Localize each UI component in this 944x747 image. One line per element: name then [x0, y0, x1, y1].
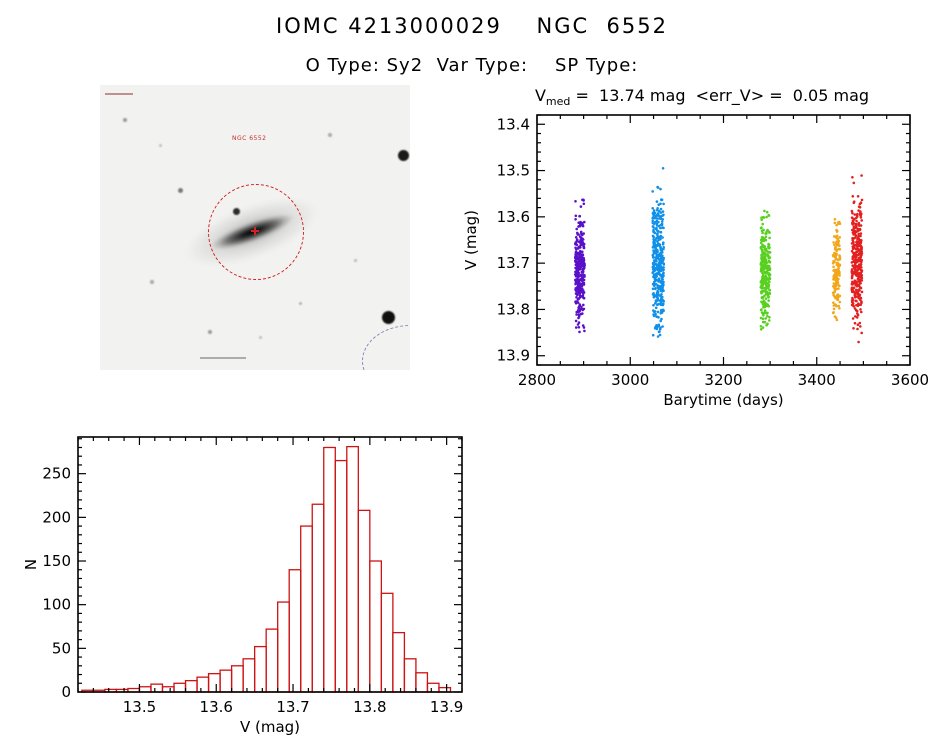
histogram-bar [288, 569, 302, 693]
histogram-bar [426, 682, 440, 693]
lightcurve-plot: 2800 3000 3200 3400 3600 13.4 13.5 13.6 13.7 13.8… [462, 114, 930, 409]
histogram-bar [219, 669, 233, 693]
lightcurve-title-text: = 13.74 mag <err_V> = 0.05 mag [570, 86, 870, 105]
lightcurve-tick-labels: 2800 3000 3200 3400 3600 13.4 13.5 13.6 13.7 13.8… [497, 115, 930, 389]
histogram-plot: 13.5 13.6 13.7 13.8 13.9 0 50 100 150 200 250 V (ma… [22, 436, 463, 736]
histogram-bar [277, 601, 290, 693]
histogram-bar [196, 676, 210, 693]
y-tick-label: 13.7 [497, 254, 530, 272]
vmed-symbol: V [534, 86, 546, 105]
x-tick-label: 13.6 [200, 698, 233, 716]
histogram-bar [346, 445, 359, 693]
x-tick-label: 13.8 [353, 698, 386, 716]
lightcurve-axes [536, 114, 911, 366]
x-tick-label: 2800 [518, 371, 556, 389]
vmed-subscript: med [545, 95, 571, 109]
star [208, 330, 212, 334]
histogram-bar [230, 665, 244, 693]
histogram-ylabel: N [22, 559, 40, 570]
x-tick-label: 13.9 [430, 698, 463, 716]
x-tick-label: 13.7 [276, 698, 309, 716]
star [298, 301, 302, 305]
histogram-tick-labels: 13.5 13.6 13.7 13.8 13.9 0 50 100 150 200 250 [42, 465, 463, 716]
y-tick-label: 13.5 [497, 162, 530, 180]
histogram-bar [415, 672, 429, 693]
histogram-bar [150, 683, 164, 693]
image-annotation-bottom [200, 357, 246, 359]
y-tick-label: 250 [42, 465, 71, 483]
cluster-epoch-3 [759, 209, 772, 331]
histogram-bar [184, 679, 198, 693]
sky-target-label: NGC 6552 [232, 135, 267, 142]
cluster-epoch-2 [651, 167, 666, 338]
cluster-epoch-5 [850, 174, 864, 344]
boundary-arc [362, 325, 410, 370]
x-tick-label: 3000 [611, 371, 649, 389]
star [177, 187, 183, 193]
cluster-epoch-1 [573, 198, 586, 334]
histogram-bar [392, 631, 406, 693]
star [381, 310, 395, 324]
y-tick-label: 13.9 [497, 347, 530, 365]
star [328, 133, 332, 137]
cluster-epoch-4 [831, 218, 842, 322]
lightcurve-xlabel: Barytime (days) [663, 391, 783, 409]
y-tick-label: 13.8 [497, 300, 530, 318]
lightcurve-ylabel: V (mag) [462, 210, 480, 270]
histogram-bar [242, 658, 256, 693]
star [397, 149, 409, 161]
histogram-bar [300, 525, 313, 693]
y-tick-label: 100 [42, 596, 71, 614]
star [353, 258, 357, 262]
target-center-marker [251, 227, 259, 235]
star [232, 207, 240, 215]
histogram-bar [265, 628, 279, 693]
y-tick-label: 50 [52, 639, 71, 657]
histogram-axes [77, 436, 463, 693]
histogram-bar [369, 560, 383, 693]
x-tick-label: 3400 [798, 371, 836, 389]
lightcurve-title: Vmed = 13.74 mag <err_V> = 0.05 mag [460, 86, 944, 108]
star [150, 280, 154, 284]
histogram-bar [323, 446, 336, 693]
y-tick-label: 13.4 [497, 115, 530, 133]
x-tick-label: 3600 [891, 371, 929, 389]
histogram-bar [253, 645, 267, 693]
histogram-bar [311, 503, 325, 693]
histogram-bar [173, 682, 187, 693]
y-tick-label: 150 [42, 552, 71, 570]
lightcurve-points [573, 167, 864, 344]
histogram-bar [207, 673, 221, 693]
histogram-bar [357, 509, 371, 693]
photometric-aperture-circle [208, 184, 304, 280]
y-tick-label: 13.6 [497, 208, 530, 226]
star [158, 143, 162, 147]
histogram-bar [403, 658, 417, 693]
page-subtitle: O Type: Sy2 Var Type: SP Type: [305, 55, 639, 76]
histogram-bar [380, 592, 394, 693]
star [258, 335, 262, 339]
x-tick-label: 3200 [704, 371, 742, 389]
sky-image: NGC 6552 [100, 85, 410, 370]
x-tick-label: 13.5 [123, 698, 156, 716]
histogram-xlabel: V (mag) [240, 718, 300, 736]
histogram-bars [81, 445, 452, 693]
star [123, 118, 127, 122]
histogram-bar [334, 459, 348, 693]
y-tick-label: 200 [42, 508, 71, 526]
y-tick-label: 0 [61, 683, 71, 701]
image-annotation-topleft [105, 93, 133, 95]
page-title: IOMC 4213000029 NGC 6552 [276, 14, 668, 38]
